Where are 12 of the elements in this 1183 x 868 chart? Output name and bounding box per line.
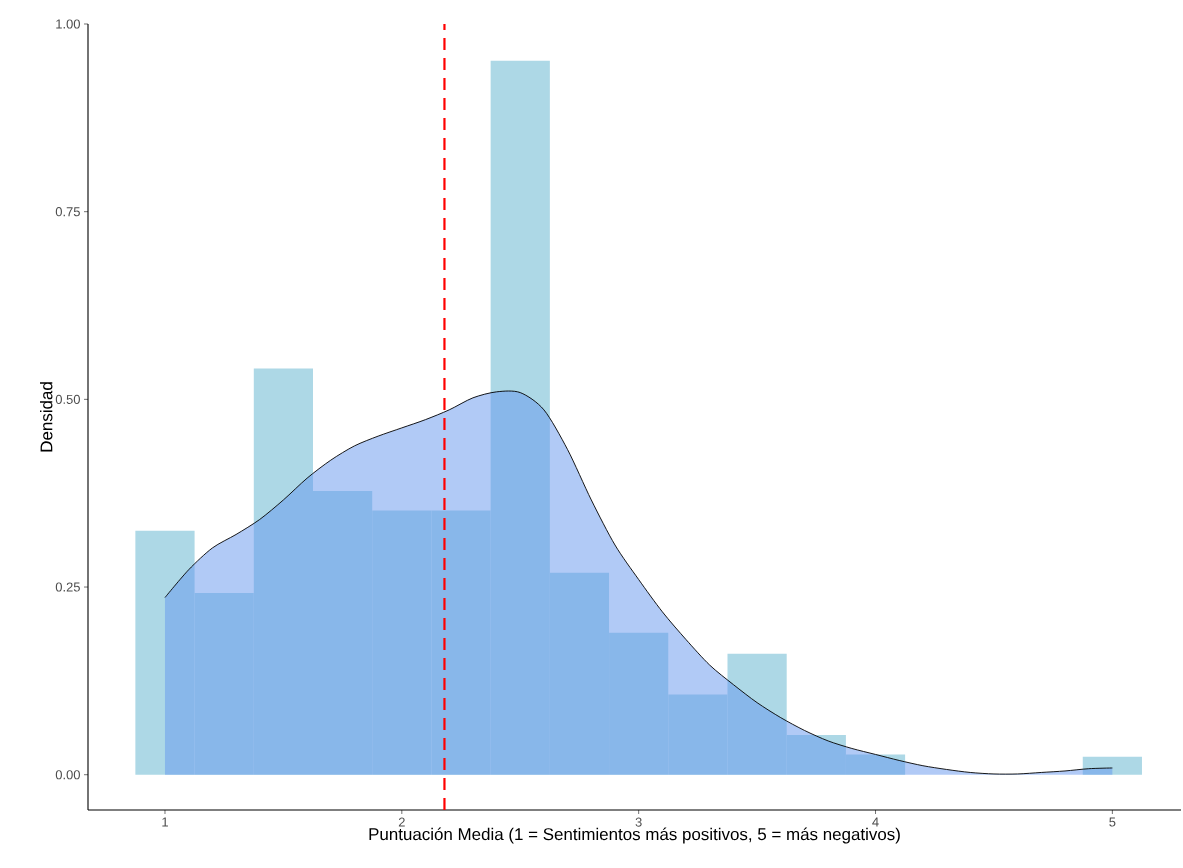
y-tick-label: 1.00 — [56, 19, 80, 29]
y-tick-label: 0.00 — [55, 770, 80, 780]
y-tick-label: 0.50 — [55, 394, 80, 404]
y-axis-title: Densidad — [40, 382, 53, 452]
x-axis-title: Puntuación Media (1 = Sentimientos más positivos, 5 = más negativos) — [369, 827, 900, 844]
x-tick-label: 1 — [162, 817, 168, 827]
x-tick-label: 3 — [635, 817, 642, 827]
x-tick-label: 5 — [1109, 817, 1116, 827]
x-tick-label: 2 — [398, 817, 405, 827]
y-tick-label: 0.25 — [55, 582, 80, 592]
y-tick-label: 0.75 — [55, 207, 80, 217]
x-tick-label: 4 — [872, 817, 879, 827]
